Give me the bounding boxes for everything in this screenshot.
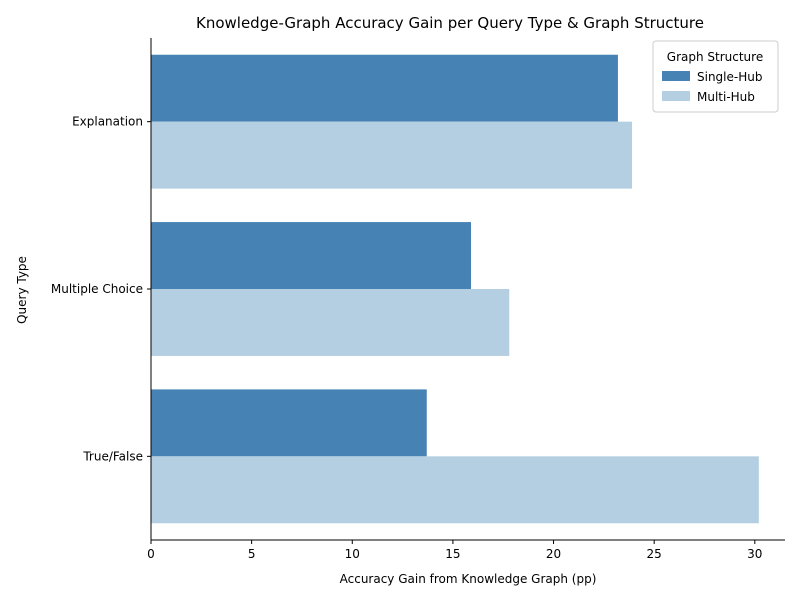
x-tick-label: 0: [147, 547, 155, 561]
x-tick-label: 30: [747, 547, 762, 561]
bars-group: [151, 54, 759, 524]
bar-true-false-multi-hub: [151, 456, 759, 524]
chart-title: Knowledge-Graph Accuracy Gain per Query …: [196, 14, 704, 32]
legend-label-single-hub: Single-Hub: [697, 70, 762, 84]
bar-multiple-choice-single-hub: [151, 222, 472, 289]
x-tick-label: 10: [345, 547, 360, 561]
legend-label-multi-hub: Multi-Hub: [697, 90, 755, 104]
bar-multiple-choice-multi-hub: [151, 289, 510, 356]
x-tick-label: 15: [445, 547, 460, 561]
y-tick-label: Multiple Choice: [51, 282, 143, 296]
y-axis-label: Query Type: [15, 256, 29, 324]
x-axis-ticks: 0 5 10 15 20 25 30: [147, 540, 762, 561]
y-axis-ticks: Explanation Multiple Choice True/False: [51, 115, 151, 463]
x-tick-label: 5: [248, 547, 256, 561]
bar-explanation-multi-hub: [151, 121, 633, 189]
legend-swatch-multi-hub: [662, 91, 690, 101]
x-tick-label: 20: [546, 547, 561, 561]
x-tick-label: 25: [647, 547, 662, 561]
y-tick-label: Explanation: [72, 115, 143, 129]
legend: Graph Structure Single-Hub Multi-Hub: [652, 40, 779, 113]
legend-swatch-single-hub: [662, 71, 690, 81]
y-tick-label: True/False: [82, 449, 143, 463]
legend-title: Graph Structure: [667, 50, 763, 64]
bar-explanation-single-hub: [151, 54, 618, 122]
bar-true-false-single-hub: [151, 389, 427, 457]
x-axis-label: Accuracy Gain from Knowledge Graph (pp): [340, 572, 597, 586]
